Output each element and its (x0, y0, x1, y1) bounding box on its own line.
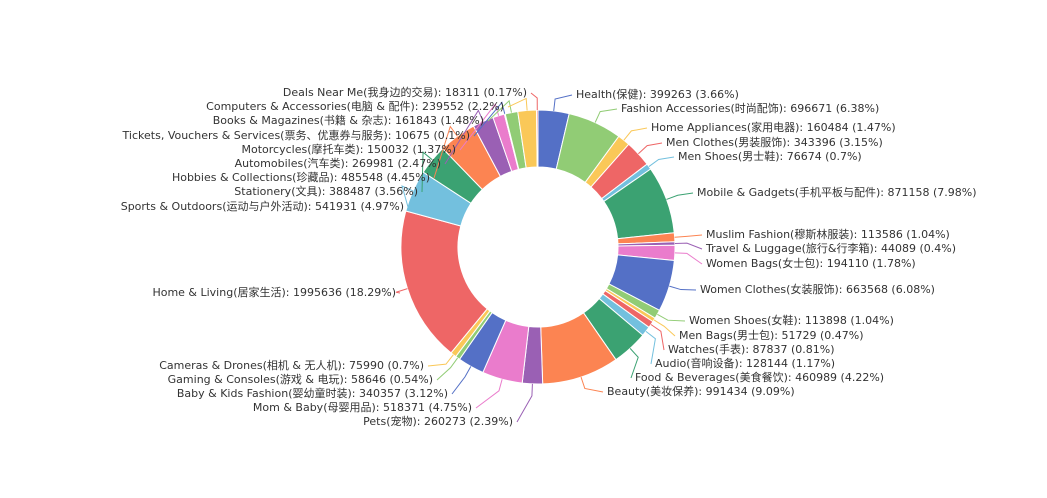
leader-line (553, 94, 573, 111)
slice-label: Muslim Fashion(穆斯林服装): 113586 (1.04%) (706, 227, 950, 241)
slice-label: Automobiles(汽车类): 269981 (2.47%) (235, 156, 441, 170)
slice-label: Beauty(美妆保养): 991434 (9.09%) (607, 384, 795, 398)
leader-line (580, 376, 604, 393)
leader-line (648, 156, 675, 167)
slice-label: Audio(音响设备): 128144 (1.17%) (655, 356, 835, 370)
slice-label: Gaming & Consoles(游戏 & 电玩): 58646 (0.54%… (168, 373, 433, 386)
slice-label: Men Bags(男士包): 51729 (0.47%) (679, 329, 864, 342)
slice-label: Home Appliances(家用电器): 160484 (1.47%) (651, 120, 896, 134)
leader-line (669, 285, 697, 291)
leader-line (444, 109, 484, 165)
slice-label: Home & Living(居家生活): 1995636 (18.29%) (152, 285, 396, 299)
slice-label: Stationery(文具): 388487 (3.56%) (234, 184, 418, 198)
slice-label: Baby & Kids Fashion(婴幼童时装): 340357 (3.12… (177, 386, 448, 400)
leader-line (653, 319, 676, 337)
slice-label: Cameras & Drones(相机 & 无人机): 75990 (0.7%) (159, 358, 424, 372)
slice-label: Men Shoes(男士鞋): 76674 (0.7%) (678, 149, 862, 163)
slice-label: Books & Magazines(书籍 & 杂志): 161843 (1.48… (213, 113, 484, 127)
leader-line (473, 101, 506, 137)
leader-line (674, 242, 703, 250)
leader-line (629, 348, 639, 379)
slice-label: Watches(手表): 87837 (0.81%) (668, 342, 835, 356)
slice-label: Motorcycles(摩托车类): 150032 (1.37%) (241, 142, 456, 156)
slice-label: Women Bags(女士包): 194110 (1.78%) (706, 256, 916, 270)
slice-label: Computers & Accessories(电脑 & 配件): 239552… (206, 100, 504, 113)
leader-line (666, 192, 694, 200)
slice-label: Fashion Accessories(时尚配饰): 696671 (6.38%… (621, 101, 879, 115)
slice-label: Men Clothes(男装服饰): 343396 (3.15%) (666, 135, 883, 149)
leader-line (451, 366, 472, 395)
leader-line (401, 185, 414, 208)
slice-label: Health(保健): 399263 (3.66%) (576, 87, 739, 101)
leader-line (657, 313, 686, 322)
leader-line (650, 324, 665, 351)
leader-line (433, 125, 458, 179)
slice-label: Tickets, Vouchers & Services(票务、优惠券与服务):… (122, 128, 470, 142)
leader-line (436, 357, 459, 381)
slice-label: Women Shoes(女鞋): 113898 (1.04%) (689, 313, 894, 327)
slice-label: Travel & Luggage(旅行&行李箱): 44089 (0.4%) (705, 241, 956, 255)
leader-line (507, 97, 528, 111)
leader-line (487, 99, 512, 122)
leader-line (623, 127, 648, 141)
leader-line (530, 92, 538, 111)
leader-line (674, 252, 703, 265)
leader-line (427, 354, 454, 367)
leader-line (638, 142, 663, 155)
slice-label: Hobbies & Collections(珍藏品): 485548 (4.45… (172, 171, 430, 184)
slice-label: Mom & Baby(母婴用品): 518371 (4.75%) (253, 401, 472, 414)
slice-label: Women Clothes(女装服饰): 663568 (6.08%) (700, 282, 935, 296)
slice-label: Food & Beverages(美食餐饮): 460989 (4.22%) (635, 370, 884, 384)
donut-slice (536, 109, 539, 168)
slice-label: Pets(宠物): 260273 (2.39%) (363, 414, 513, 428)
leader-line (421, 151, 433, 193)
leader-line (674, 234, 703, 238)
leader-line (645, 330, 656, 365)
slice-label: Deals Near Me(我身边的交易): 18311 (0.17%) (283, 85, 527, 99)
leader-line (594, 108, 618, 123)
leader-line (395, 288, 408, 294)
slice-label: Mobile & Gadgets(手机平板与配件): 871158 (7.98%… (697, 185, 977, 199)
leader-line (516, 383, 533, 423)
leader-line (475, 379, 503, 409)
slice-label: Sports & Outdoors(运动与户外活动): 541931 (4.97… (121, 199, 404, 213)
